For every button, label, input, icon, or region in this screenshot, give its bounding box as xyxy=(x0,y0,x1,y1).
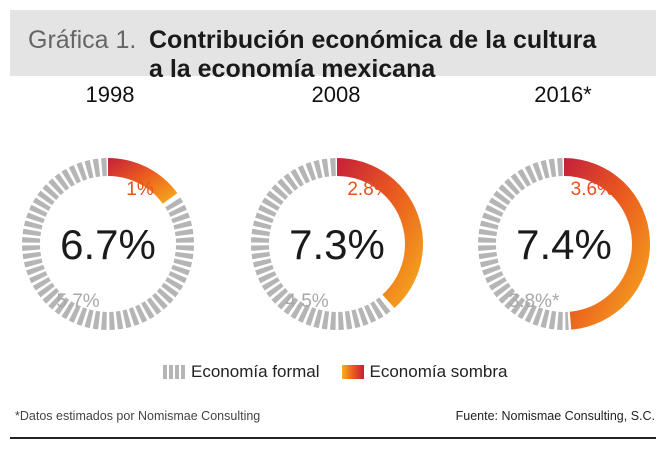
shadow-slice-0 xyxy=(108,158,178,204)
legend-item-shadow: Economía sombra xyxy=(341,362,508,382)
chart-number: Gráfica 1. xyxy=(28,26,137,54)
legend-label-formal: Economía formal xyxy=(191,362,320,381)
shadow-value-label-2: 3.6%* xyxy=(571,179,622,200)
title-bar: Gráfica 1. Contribución económica de la … xyxy=(10,10,656,83)
bottom-rule xyxy=(10,437,656,439)
legend-swatch-shadow xyxy=(341,365,364,379)
year-label-2016: 2016* xyxy=(534,82,592,107)
shadow-value-label-1: 2.8% xyxy=(347,179,390,200)
shadow-slice-1 xyxy=(337,158,423,308)
shadow-slice-2 xyxy=(564,158,650,330)
formal-slice-1 xyxy=(251,158,391,330)
shadow-value-label-0: 1% xyxy=(126,179,154,200)
legend-swatch-formal xyxy=(163,365,185,379)
year-label-2008: 2008 xyxy=(311,82,361,107)
legend: Economía formal Economía sombra xyxy=(163,360,529,384)
formal-value-label-0: 5.7% xyxy=(56,291,99,312)
footnote: *Datos estimados por Nomismae Consulting xyxy=(15,409,261,423)
total-label-0: 6.7% xyxy=(60,221,156,268)
chart-title: Contribución económica de la cultura a l… xyxy=(149,26,597,83)
formal-slice-2 xyxy=(478,158,569,330)
legend-item-formal: Economía formal xyxy=(163,362,320,382)
formal-slice-0 xyxy=(22,158,194,330)
year-label-1998: 1998 xyxy=(85,82,135,107)
total-label-2: 7.4% xyxy=(516,221,612,268)
total-label-1: 7.3% xyxy=(289,221,385,268)
formal-value-label-2: 3.8%* xyxy=(509,291,560,312)
formal-value-label-1: 4.5% xyxy=(285,291,328,312)
legend-label-shadow: Economía sombra xyxy=(369,362,508,381)
source-note: Fuente: Nomismae Consulting, S.C. xyxy=(455,409,655,423)
